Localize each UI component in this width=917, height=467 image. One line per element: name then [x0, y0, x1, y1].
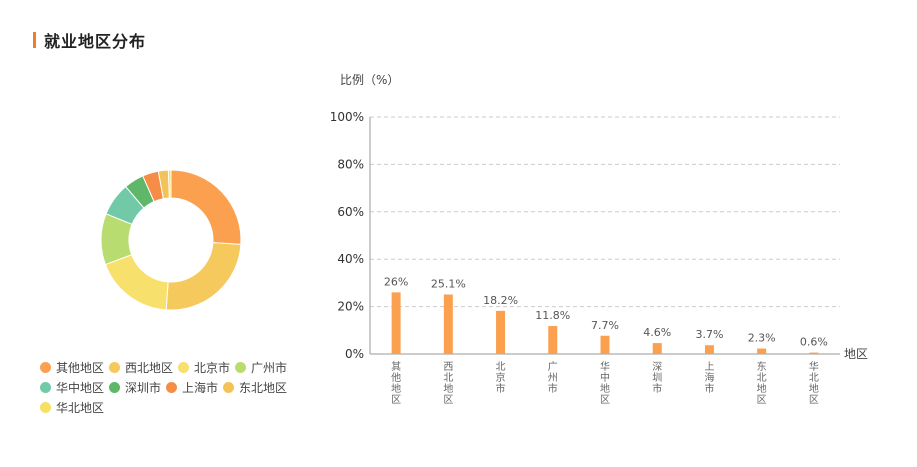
bar-8[interactable]: [809, 352, 819, 354]
legend-label: 广州市: [251, 360, 288, 375]
legend-swatch: [235, 361, 247, 373]
bar-value-label: 7.7%: [591, 319, 619, 332]
donut-slice-0[interactable]: [170, 169, 242, 245]
legend-item[interactable]: 东北地区: [223, 377, 287, 397]
donut-slice-8[interactable]: [167, 169, 172, 199]
x-tick-label: 其他地区: [391, 361, 401, 406]
y-tick-label: 20%: [337, 300, 364, 314]
x-tick-label: 西北地区: [443, 362, 453, 406]
legend-label: 华中地区: [56, 380, 105, 395]
legend-swatch: [40, 381, 51, 393]
bar-7[interactable]: [757, 348, 767, 354]
legend-item[interactable]: 深圳市: [109, 377, 161, 397]
legend-item[interactable]: 华中地区: [40, 377, 104, 397]
legend-swatch: [109, 361, 121, 373]
bar-value-label: 2.3%: [748, 332, 776, 345]
legend-swatch: [223, 381, 235, 393]
legend-swatch: [40, 361, 51, 373]
legend-label: 其他地区: [56, 360, 105, 375]
legend-item[interactable]: 华北地区: [40, 397, 104, 417]
bar-value-label: 18.2%: [483, 294, 518, 307]
page-title: 就业地区分布: [44, 32, 147, 51]
bar-value-label: 25.1%: [431, 278, 466, 291]
y-tick-label: 0%: [345, 347, 364, 361]
legend-label: 深圳市: [125, 380, 162, 395]
bar-3[interactable]: [548, 326, 558, 354]
x-tick-label: 上海市: [704, 361, 714, 395]
donut-chart: [100, 169, 242, 311]
bar-value-label: 26%: [384, 275, 408, 288]
legend-item[interactable]: 上海市: [166, 377, 218, 397]
section-header: 就业地区分布: [33, 31, 147, 51]
bar-0[interactable]: [391, 292, 401, 354]
bar-2[interactable]: [496, 310, 506, 354]
bar-1[interactable]: [443, 294, 453, 354]
x-tick-label: 华北地区: [809, 360, 819, 406]
bar-value-label: 11.8%: [535, 309, 570, 322]
y-tick-label: 60%: [337, 205, 364, 219]
title-accent-bar: [33, 32, 36, 48]
legend-swatch: [109, 381, 121, 393]
x-tick-label: 深圳市: [652, 361, 662, 395]
x-tick-label: 北京市: [496, 361, 506, 395]
x-tick-label: 广州市: [548, 361, 558, 395]
legend-swatch: [178, 361, 190, 373]
legend-label: 上海市: [182, 380, 219, 395]
legend-item[interactable]: 其他地区: [40, 357, 104, 377]
legend-label: 华北地区: [56, 400, 105, 415]
legend-label: 西北地区: [125, 360, 174, 375]
legend-item[interactable]: 广州市: [235, 357, 287, 377]
x-tick-label: 东北地区: [757, 360, 767, 406]
legend-swatch: [166, 381, 178, 393]
y-tick-label: 100%: [330, 110, 364, 124]
bar-chart: 比例（%） 0% 20% 40% 60% 80% 100% 地区 26% 其他地区 25.1% 西北地…: [330, 73, 868, 406]
x-tick-label: 华中地区: [600, 360, 610, 406]
bar-6[interactable]: [704, 345, 714, 354]
bar-value-label: 0.6%: [800, 336, 828, 349]
legend-item[interactable]: 西北地区: [109, 357, 173, 377]
x-axis-title: 地区: [844, 347, 868, 361]
donut-slice-2[interactable]: [104, 254, 169, 311]
bar-5[interactable]: [652, 343, 662, 354]
legend-label: 北京市: [194, 360, 231, 375]
y-tick-label: 80%: [337, 157, 364, 171]
donut-slice-1[interactable]: [165, 242, 242, 311]
donut-legend: 其他地区 西北地区 北京市 广州市华中地区 深圳市 上海市 东北地区华北地区: [40, 357, 315, 417]
y-tick-label: 40%: [337, 252, 364, 266]
legend-swatch: [40, 401, 51, 413]
legend-label: 东北地区: [239, 380, 288, 395]
bar-4[interactable]: [600, 335, 610, 354]
legend-item[interactable]: 北京市: [178, 357, 230, 377]
bar-value-label: 3.7%: [695, 328, 723, 341]
bar-value-label: 4.6%: [643, 326, 671, 339]
y-axis-title: 比例（%）: [340, 73, 399, 87]
